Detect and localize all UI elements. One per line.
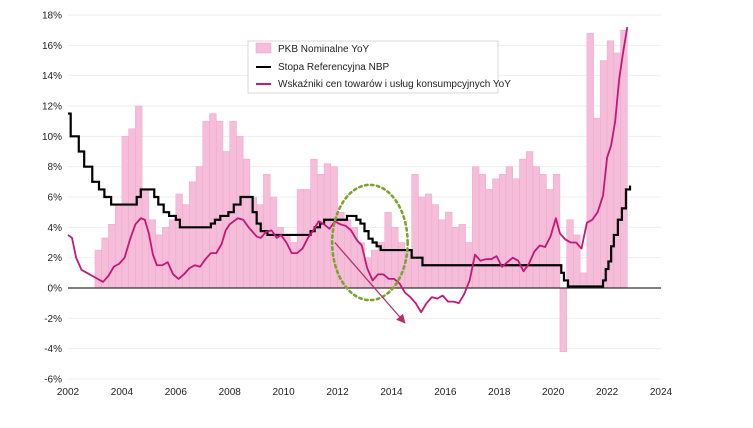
gdp-bar (458, 224, 466, 289)
cpi-series-line (67, 26, 629, 314)
x-tick-label: 2012 (326, 387, 349, 398)
annotations (330, 183, 409, 324)
gdp-bar (209, 113, 217, 289)
gdp-bar (445, 211, 453, 289)
y-tick-label: -4% (44, 344, 62, 355)
axis-labels: 18% 16% 14% 12% 10% 8% 6% 4% 2% 0% -2% -4% -6%2002 20… (42, 11, 673, 399)
y-tick-label: 0% (48, 284, 63, 295)
gdp-bar (121, 136, 129, 289)
gdp-bar (296, 189, 305, 289)
legend: PKB Nominalne YoY Stopa Referencyjna NBP… (247, 40, 511, 94)
y-tick-label: -2% (44, 314, 62, 325)
x-tick-label: 2016 (434, 387, 457, 398)
gdp-bar (478, 174, 487, 289)
y-tick-label: 8% (48, 162, 63, 173)
gdp-bar (141, 189, 150, 289)
gdp-bar (108, 224, 116, 289)
y-tick-label: 2% (48, 253, 63, 264)
y-tick-label: 6% (48, 193, 63, 204)
gdp-bar (162, 227, 170, 289)
gdp-bar (492, 178, 500, 289)
gdp-bar (586, 32, 594, 289)
legend-label-cpi: Wskaźniki cen towarów i usług konsumpcyj… (278, 79, 511, 90)
x-tick-label: 2002 (57, 387, 80, 398)
x-tick-label: 2014 (380, 387, 403, 398)
gdp-bar (613, 52, 621, 289)
gdp-bar (424, 193, 433, 289)
rate-series-line (68, 112, 632, 288)
trend-arrow (334, 242, 406, 324)
y-tick-label: 10% (42, 132, 62, 143)
x-tick-label: 2010 (273, 387, 296, 398)
gdp-bar (290, 242, 298, 289)
x-tick-label: 2006 (165, 387, 188, 398)
gdp-bar (216, 120, 224, 289)
y-tick-label: 16% (42, 41, 62, 52)
legend-swatch-gdp (255, 42, 272, 54)
gdp-bar (438, 219, 446, 289)
gdp-bar (114, 204, 123, 289)
gdp-bar (168, 219, 177, 289)
gdp-bar (189, 181, 197, 289)
x-tick-label: 2022 (596, 387, 619, 398)
x-tick-label: 2018 (488, 387, 511, 398)
gdp-bar (593, 117, 601, 289)
gdp-bar (236, 136, 244, 289)
y-tick-label: -6% (44, 375, 62, 386)
x-tick-label: 2004 (111, 387, 134, 398)
gdp-bar (505, 166, 513, 289)
legend-label-rate: Stopa Referencyjna NBP (278, 62, 390, 73)
gdp-bar (485, 189, 493, 289)
gdp-bar (269, 196, 278, 289)
cpi-line-layer (67, 26, 629, 314)
rate-line-layer (68, 112, 632, 288)
x-tick-label: 2024 (650, 387, 673, 398)
gdp-bar (222, 151, 230, 289)
gdp-bar (566, 219, 574, 289)
legend-label-gdp: PKB Nominalne YoY (278, 44, 370, 55)
gdp-bar (451, 227, 460, 289)
y-tick-label: 14% (42, 71, 62, 82)
y-tick-label: 4% (48, 223, 63, 234)
gdp-bar (411, 174, 419, 289)
gdp-bar (539, 174, 547, 289)
gdp-bar (559, 287, 567, 352)
highlight-ellipse (330, 183, 409, 302)
gdp-bar (532, 166, 540, 289)
gdp-bar (472, 166, 480, 289)
x-tick-label: 2020 (542, 387, 565, 398)
gdp-bar (128, 128, 136, 289)
gdp-bar (431, 204, 439, 289)
y-tick-label: 18% (42, 11, 62, 22)
gdp-bar (155, 234, 163, 289)
gdp-bar (317, 174, 325, 289)
y-tick-label: 12% (42, 102, 62, 113)
gdp-bar (175, 193, 183, 289)
gdp-bars (94, 29, 628, 352)
x-tick-label: 2008 (219, 387, 242, 398)
gdp-bar (418, 196, 426, 289)
gdp-bar (94, 249, 102, 289)
gdp-bar (370, 249, 379, 289)
gdp-bar (499, 174, 507, 289)
gdp-bar (512, 178, 520, 289)
legend-box (247, 40, 499, 94)
